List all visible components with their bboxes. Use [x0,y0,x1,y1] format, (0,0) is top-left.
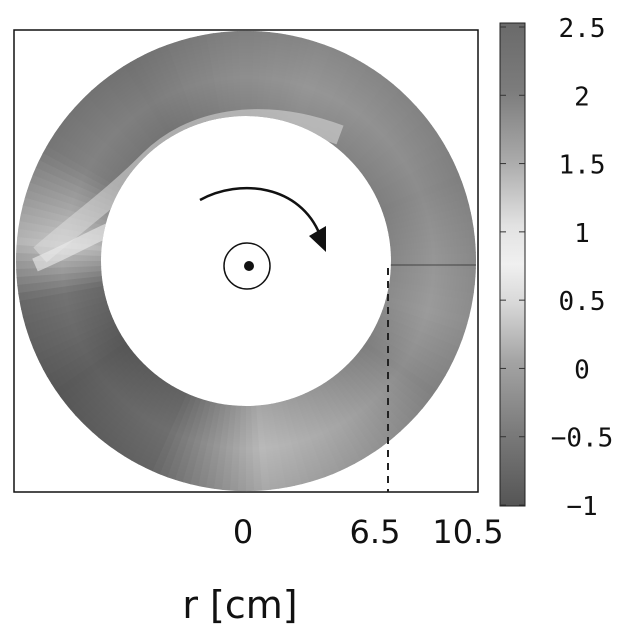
colorbar-tick-label: 0.5 [559,287,606,317]
x-axis-title: r [cm] [182,583,297,625]
rotation-arrow-icon [199,187,322,236]
x-tick-label-2: 10.5 [432,513,503,551]
colorbar-tick-label: 1.5 [559,151,606,181]
colorbar-tick-label: 2 [574,82,590,112]
x-tick-label-1: 6.5 [350,513,401,551]
arrowhead-icon [309,226,326,252]
center-marker-ring [223,242,271,290]
x-tick-label-0: 0 [233,513,253,551]
center-marker-dot [244,261,254,271]
colorbar-tick-label: −1 [566,492,597,522]
annulus-heatmap [15,30,477,492]
colorbar-tick-label: 2.5 [559,14,606,44]
colorbar-ticks [500,26,525,506]
colorbar-tick-label: −0.5 [551,424,614,454]
colorbar [499,22,526,507]
colorbar-tick-label: 0 [574,355,590,385]
colorbar-tick-label: 1 [574,219,590,249]
